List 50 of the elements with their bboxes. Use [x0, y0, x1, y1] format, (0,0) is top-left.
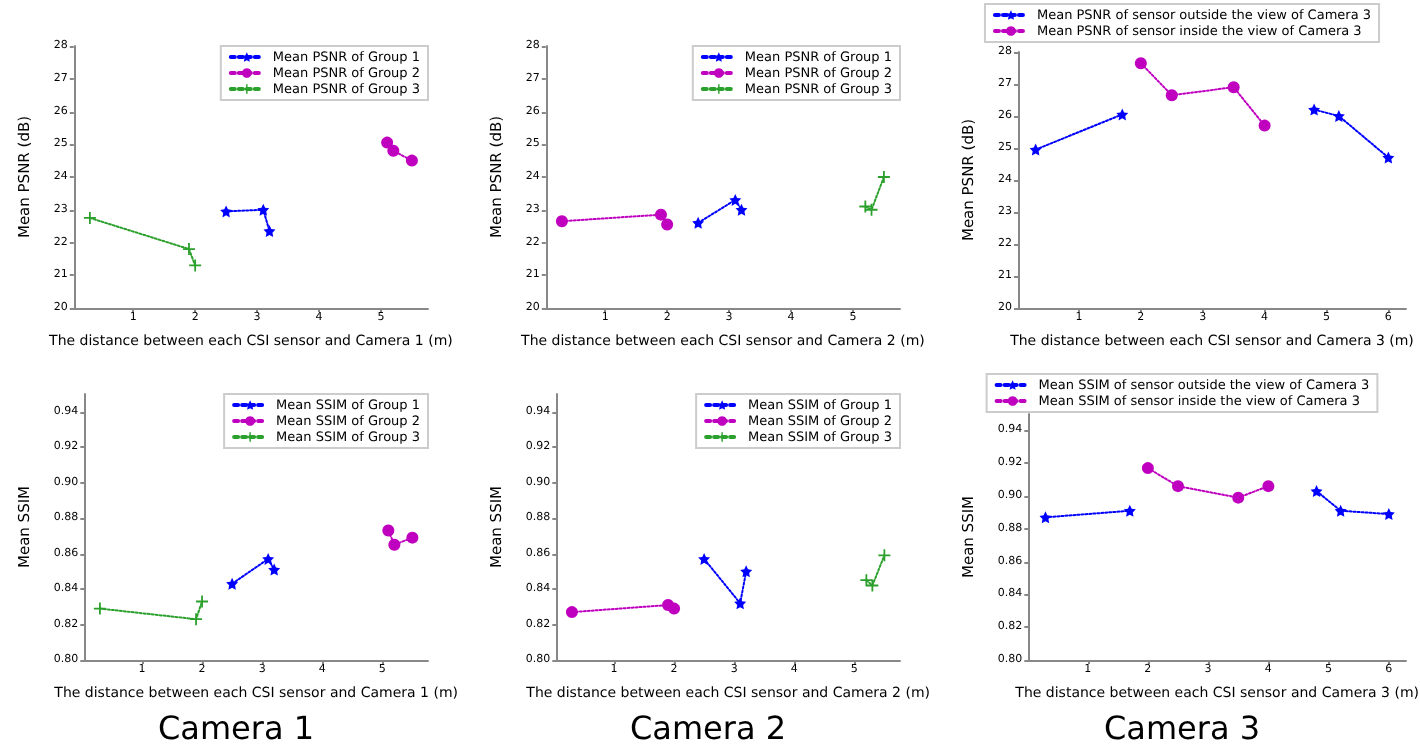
point — [388, 538, 401, 551]
text: Camera 1 — [157, 709, 315, 744]
point — [406, 531, 419, 544]
point — [257, 203, 270, 216]
point — [740, 565, 753, 578]
point — [698, 552, 711, 565]
point — [1172, 480, 1184, 493]
point — [1308, 103, 1321, 116]
point — [263, 225, 276, 238]
point — [1258, 119, 1271, 132]
point — [661, 218, 674, 231]
point — [220, 205, 233, 218]
point — [83, 211, 96, 224]
point — [734, 597, 747, 610]
point — [262, 552, 275, 565]
point — [1141, 462, 1154, 475]
point — [668, 602, 681, 615]
point — [878, 549, 891, 562]
point — [1134, 57, 1147, 70]
point — [268, 563, 281, 576]
point — [382, 524, 395, 537]
point — [226, 577, 239, 590]
point — [1116, 108, 1129, 121]
point — [735, 203, 748, 216]
point — [190, 613, 203, 626]
point — [1382, 508, 1395, 521]
text: Camera 2 — [629, 709, 787, 744]
point — [1232, 491, 1245, 504]
point — [565, 606, 578, 619]
point — [1332, 110, 1345, 122]
point — [387, 144, 400, 157]
point — [1165, 89, 1178, 102]
point — [692, 216, 705, 229]
point — [1123, 504, 1136, 517]
point — [1029, 143, 1042, 156]
point — [860, 574, 873, 587]
point — [381, 136, 394, 149]
point — [1227, 81, 1240, 94]
point — [729, 193, 742, 206]
point — [182, 243, 195, 256]
point — [1039, 511, 1052, 524]
point — [405, 154, 418, 167]
point — [1382, 151, 1395, 164]
point — [654, 208, 667, 221]
point — [1262, 480, 1275, 493]
text: Camera 3 — [1103, 709, 1261, 744]
point — [1310, 485, 1323, 498]
point — [1334, 504, 1347, 517]
point — [877, 171, 890, 183]
point — [555, 215, 568, 228]
